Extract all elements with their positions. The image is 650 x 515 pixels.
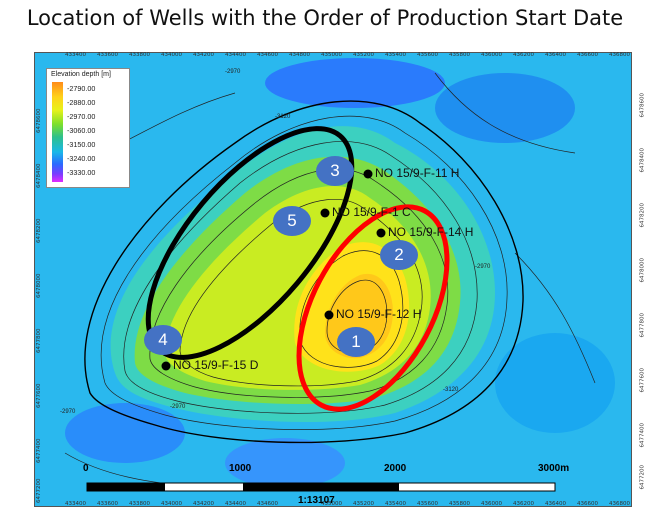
x-tick: 435000: [321, 52, 342, 58]
x-tick: 436200: [513, 501, 534, 507]
y-tick: 6478400: [36, 163, 42, 189]
x-tick: 433600: [97, 501, 118, 507]
legend-entry: -3060.00: [67, 126, 96, 135]
y-tick: 6477400: [36, 438, 42, 464]
x-tick: 435800: [449, 52, 470, 58]
y-tick: 6478200: [36, 218, 42, 244]
x-tick: 434000: [161, 501, 182, 507]
scale-tick: 3000m: [538, 463, 570, 474]
x-tick: 433800: [129, 501, 150, 507]
y-tick: 6478400: [639, 148, 645, 173]
x-tick: 436800: [609, 52, 630, 58]
x-tick: 434400: [225, 52, 246, 58]
well-label-f11h: NO 15/9-F-11 H: [375, 166, 460, 180]
y-tick: 6478200: [639, 203, 645, 228]
contour-label: -2970: [170, 404, 186, 410]
order-badge-2: 2: [380, 240, 418, 270]
well-marker-f14h[interactable]: [376, 228, 386, 238]
x-tick: 434800: [289, 52, 310, 58]
contour-label: -3120: [275, 114, 291, 120]
legend-color-bar: [52, 82, 63, 182]
well-label-f15d: NO 15/9-F-15 D: [173, 358, 259, 372]
scale-tick: 2000: [384, 463, 407, 474]
x-tick: 435800: [449, 501, 470, 507]
y-tick: 6477600: [639, 368, 645, 393]
legend-title: Elevation depth [m]: [51, 71, 111, 78]
order-badge-3: 3: [316, 156, 354, 186]
deep-zone: [495, 333, 615, 433]
scale-bar-segment: [87, 483, 165, 491]
x-tick: 433400: [65, 52, 86, 58]
x-tick: 436400: [545, 52, 566, 58]
x-tick: 434000: [161, 52, 182, 58]
x-tick: 434600: [257, 501, 278, 507]
x-tick: 435000: [321, 501, 342, 507]
x-tick: 436600: [577, 52, 598, 58]
x-tick: 436200: [513, 52, 534, 58]
y-tick: 6477800: [36, 328, 42, 354]
deep-zone: [265, 58, 445, 108]
legend-entry: -2880.00: [67, 98, 96, 107]
x-tick: 435200: [353, 52, 374, 58]
y-tick: 6478000: [36, 273, 42, 299]
deep-zone: [435, 73, 575, 143]
scale-ratio: 1:13107: [298, 495, 335, 506]
well-label-f14h: NO 15/9-F-14 H: [388, 225, 474, 239]
y-tick: 6477200: [639, 465, 645, 490]
well-marker-f12h[interactable]: [324, 310, 334, 320]
x-tick: 434400: [225, 501, 246, 507]
legend-entry: -3150.00: [67, 140, 96, 149]
well-marker-f15d[interactable]: [161, 361, 171, 371]
x-tick: 435200: [353, 501, 374, 507]
y-tick: 6478600: [639, 93, 645, 118]
x-tick: 433400: [65, 501, 86, 507]
x-tick: 434200: [193, 52, 214, 58]
scale-bar-segment: [243, 483, 399, 491]
y-tick: 6477200: [36, 478, 42, 504]
x-tick: 436800: [609, 501, 630, 507]
x-tick: 435400: [385, 501, 406, 507]
page-title: Location of Wells with the Order of Prod…: [26, 6, 624, 30]
x-tick: 435400: [385, 52, 406, 58]
x-tick: 435600: [417, 501, 438, 507]
legend-entry: -3240.00: [67, 154, 96, 163]
x-tick: 436600: [577, 501, 598, 507]
contour-label: -2970: [475, 264, 491, 270]
x-tick: 434200: [193, 501, 214, 507]
order-badge-5: 5: [273, 206, 311, 236]
y-tick: 6478600: [36, 108, 42, 134]
contour-label: -2970: [225, 69, 241, 75]
x-tick: 436000: [481, 501, 502, 507]
y-tick: 6477400: [639, 423, 645, 448]
y-tick: 6478000: [639, 258, 645, 283]
order-badge-1: 1: [337, 327, 375, 357]
well-marker-f11h[interactable]: [363, 169, 373, 179]
legend-entry: -2790.00: [67, 84, 96, 93]
x-tick: 433800: [129, 52, 150, 58]
red-highlight-ellipse: [296, 204, 450, 412]
major-contours: [84, 100, 524, 444]
scale-tick: 0: [83, 463, 89, 474]
legend-entry: -2970.00: [67, 112, 96, 121]
elevation-legend: Elevation depth [m] -2790.00 -2880.00 -2…: [46, 68, 130, 188]
x-tick: 434600: [257, 52, 278, 58]
well-label-f12h: NO 15/9-F-12 H: [336, 307, 422, 321]
x-tick: 436000: [481, 52, 502, 58]
contour-label: -2970: [60, 409, 76, 415]
order-badge-4: 4: [144, 325, 182, 355]
legend-entry: -3330.00: [67, 168, 96, 177]
y-tick: 6477600: [36, 383, 42, 409]
x-tick: 435600: [417, 52, 438, 58]
well-label-f1c: NO 15/9-F-1 C: [332, 205, 411, 219]
contour-label: -3120: [443, 387, 459, 393]
y-tick: 6477800: [639, 313, 645, 338]
scale-tick: 1000: [229, 463, 252, 474]
x-tick: 433600: [97, 52, 118, 58]
well-marker-f1c[interactable]: [320, 208, 330, 218]
deep-zone: [225, 438, 345, 488]
x-tick: 436400: [545, 501, 566, 507]
deep-zone: [65, 403, 185, 463]
